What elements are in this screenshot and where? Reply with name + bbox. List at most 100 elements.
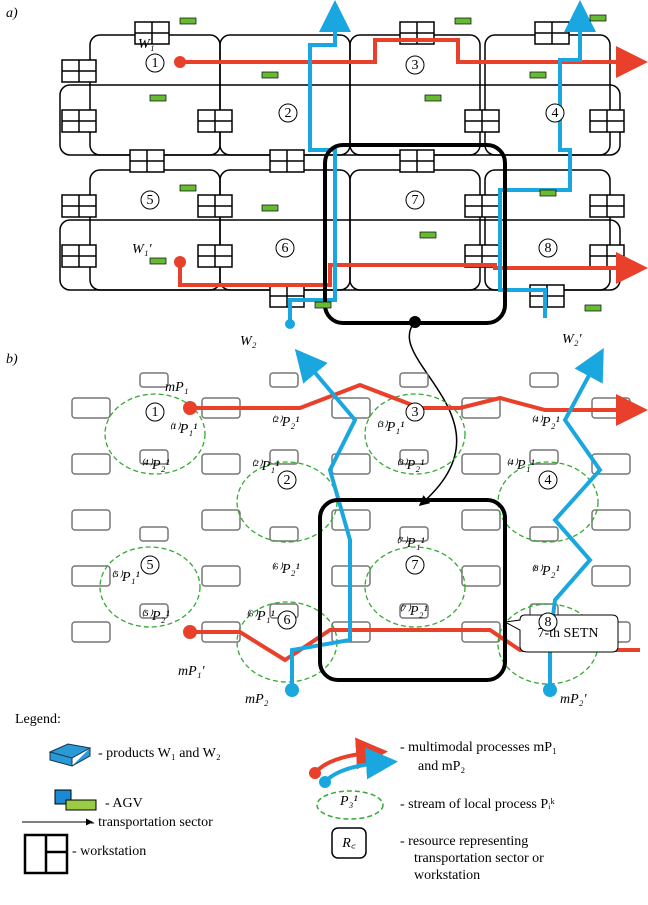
sector-number: 4 — [545, 473, 552, 488]
legend-text: - AGV — [105, 796, 143, 811]
sector-number: 6 — [282, 241, 289, 256]
local-process-label: ⁽⁴⁾P₂¹ — [530, 415, 559, 430]
workstation-lines — [465, 195, 499, 217]
sector-circle — [140, 555, 160, 575]
sector-number: 8 — [545, 615, 552, 630]
agv — [261, 204, 279, 212]
sector-number: 7 — [412, 558, 419, 573]
resource — [591, 565, 631, 587]
local-process-label: ⁽³⁾P₁¹ — [376, 420, 405, 435]
agv — [424, 94, 442, 102]
callout — [503, 614, 619, 653]
local-stream — [104, 393, 206, 475]
resource — [201, 453, 241, 475]
route-start — [174, 256, 186, 268]
sector-circle — [405, 555, 425, 575]
workstation-lines — [130, 150, 164, 172]
legend-title: Legend: — [15, 712, 61, 727]
sector-number: 5 — [147, 558, 154, 573]
legend-text: - resource representing — [400, 834, 528, 849]
resource — [71, 397, 111, 419]
agv — [179, 17, 197, 25]
resource — [201, 509, 241, 531]
resource — [71, 509, 111, 531]
workpiece-label: W₁ — [138, 37, 155, 52]
sector-circle — [538, 470, 558, 490]
resource — [461, 453, 501, 475]
resource — [399, 526, 429, 542]
workstation — [464, 194, 500, 218]
workstation — [589, 244, 625, 268]
agv — [419, 231, 437, 239]
local-process-label: ⁽²⁾P₂¹ — [271, 415, 300, 430]
workstation-lines — [465, 110, 499, 132]
resource — [201, 565, 241, 587]
legend: Legend: - products W₁ and W₂ - AGV - tra… — [15, 712, 557, 883]
local-stream — [99, 546, 201, 628]
workstation-lines — [62, 245, 96, 267]
sector-circle — [145, 402, 165, 422]
legend-text: workstation — [414, 868, 480, 883]
resource — [399, 603, 429, 619]
resource — [139, 449, 169, 465]
legend-icon-text: R꜀ — [341, 836, 356, 851]
local-stream — [364, 393, 466, 475]
agv — [261, 71, 279, 79]
sector-circle — [538, 238, 558, 258]
local-process-label: ⁽⁷⁾P₁¹ — [395, 536, 424, 551]
sector-number: 6 — [284, 613, 291, 628]
connector-arrow — [408, 321, 458, 506]
local-stream — [364, 546, 466, 628]
workstation — [129, 149, 165, 173]
workstation — [464, 109, 500, 133]
workstation-lines — [135, 22, 169, 44]
workstation — [197, 109, 233, 133]
legend-text: - products W₁ and W₂ — [98, 746, 221, 761]
agv — [539, 189, 557, 197]
workstation-lines — [198, 245, 232, 267]
sector-number: 7 — [412, 193, 419, 208]
legend-text: - stream of local process Pᵢᵏ — [400, 797, 555, 812]
agv — [149, 94, 167, 102]
workstation — [134, 21, 170, 45]
routes-a — [178, 0, 648, 322]
resource — [399, 449, 429, 465]
process-label: mP₁′ — [178, 664, 206, 679]
agv — [589, 14, 607, 22]
sector-circle — [145, 53, 165, 73]
sector-number: 3 — [412, 405, 419, 420]
sector-number: 8 — [545, 241, 552, 256]
sector-circle — [405, 402, 425, 422]
agv — [584, 304, 602, 312]
sector-number: 1 — [152, 405, 159, 420]
local-process-label: ⁽²⁾P₁¹ — [251, 459, 280, 474]
workstation — [399, 149, 435, 173]
route-start — [285, 683, 299, 697]
resource — [71, 621, 111, 643]
route-start — [174, 56, 186, 68]
workstation-lines — [62, 60, 96, 82]
sector-number: 2 — [285, 106, 292, 121]
local-process-label: ⁽⁴⁾P₂¹ — [140, 458, 169, 473]
resource — [139, 372, 169, 388]
legend-text: and mP₂ — [418, 759, 465, 774]
sector-number: 3 — [412, 58, 419, 73]
workstation — [589, 109, 625, 133]
product-icon — [48, 743, 92, 767]
resource — [269, 449, 299, 465]
local-process-label: ⁽⁷⁾P₂¹ — [398, 604, 427, 619]
resource — [71, 453, 111, 475]
agv — [179, 184, 197, 192]
local-stream — [497, 461, 599, 543]
workstation — [589, 194, 625, 218]
agv-icon — [65, 799, 97, 811]
agv — [454, 17, 472, 25]
agv — [314, 301, 332, 309]
sector-circle — [405, 190, 425, 210]
workstation — [61, 109, 97, 133]
workstation-lines — [62, 195, 96, 217]
workstation — [197, 244, 233, 268]
route-start — [183, 401, 197, 415]
workstation-lines — [270, 285, 304, 307]
local-process-label: ⁽⁵⁾P₂¹ — [140, 609, 169, 624]
